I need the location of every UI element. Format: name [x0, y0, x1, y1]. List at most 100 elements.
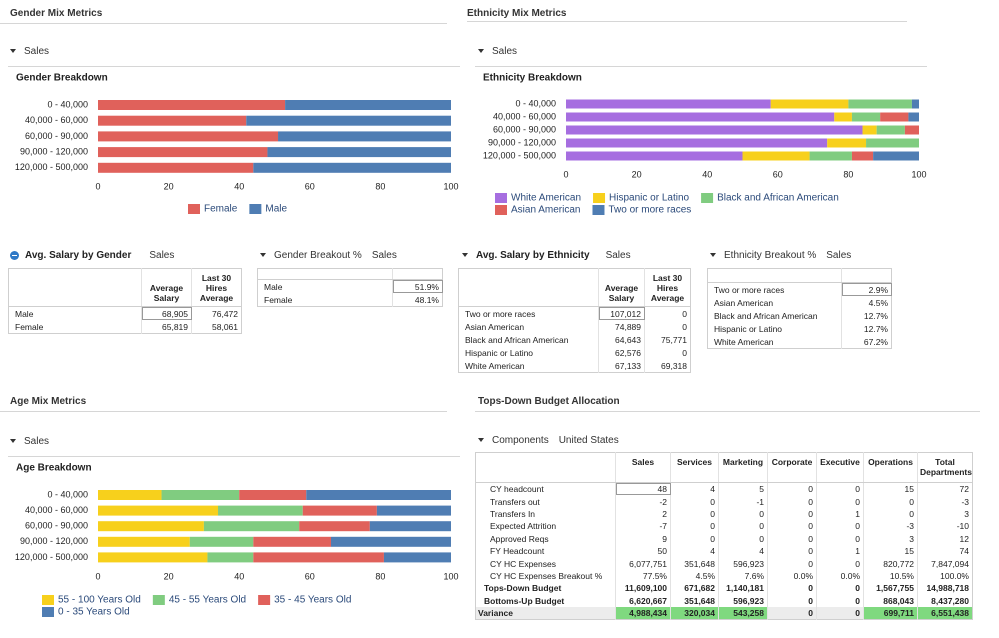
bar-segment	[834, 112, 852, 122]
table-cell: 4,988,434	[615, 606, 671, 620]
table-cell: 50	[615, 544, 671, 558]
legend-label: Black and African American	[717, 193, 839, 204]
table-row: Transfers out -2 0 -1 0 0 0 -3	[476, 495, 973, 508]
table-cell: 0	[644, 320, 691, 333]
header-row: Sales Services Marketing Corporate Executive…	[475, 452, 973, 483]
table-cell: 51.9%	[392, 279, 443, 293]
bar-segment	[862, 125, 877, 135]
table-cell: 0	[718, 532, 768, 545]
row-label: Approved Reqs	[490, 533, 549, 544]
table-cell: 62,576	[598, 346, 645, 359]
table-header[interactable]: Ethnicity Breakout % Sales	[710, 250, 851, 261]
bar-segment	[239, 490, 307, 500]
bar-segment	[98, 100, 286, 110]
table-cell: 0	[816, 606, 864, 620]
y-tick-label: 60,000 - 90,000	[493, 124, 556, 134]
column-header: Last 30 Hires Average	[644, 268, 691, 307]
table-cell: 65,819	[141, 320, 192, 334]
table-row: White American 67,133 69,318	[459, 359, 691, 373]
bar-segment	[908, 112, 919, 122]
table-row: Male 51.9%	[258, 279, 443, 293]
table-cell: 67.2%	[841, 335, 892, 349]
bar-segment	[253, 536, 331, 547]
table-filter: Sales	[605, 250, 631, 261]
collapsible-header[interactable]: Sales	[478, 46, 517, 57]
bar-segment	[253, 162, 451, 173]
table-cell: 8,437,280	[917, 594, 973, 607]
bar-segment	[161, 490, 240, 500]
x-tick-label: 20	[164, 181, 174, 191]
legend-swatch	[42, 607, 54, 617]
table-cell: 0	[816, 495, 864, 508]
table-cell: 4.5%	[841, 296, 892, 309]
table-cell: 6,551,438	[917, 606, 973, 620]
table-cell: 3	[863, 532, 918, 545]
bar-segment	[770, 99, 849, 109]
row-label: Expected Attrition	[490, 521, 557, 532]
table-header[interactable]: Avg. Salary by Gender Sales	[10, 250, 174, 261]
table-cell: 596,923	[718, 594, 768, 607]
bar-segment	[848, 99, 912, 109]
collapsible-header[interactable]: Sales	[10, 46, 49, 57]
data-table: Average Salary Last 30 Hires Average Two o…	[458, 268, 691, 373]
bar-segment	[306, 490, 451, 500]
budget-table: Sales Services Marketing Corporate Executive…	[475, 452, 973, 621]
table-cell: 0	[816, 582, 864, 595]
bar-segment	[278, 131, 451, 142]
section-rule	[467, 21, 907, 22]
column-header: Executive	[816, 452, 864, 483]
table-cell: 596,923	[718, 557, 768, 570]
bar-segment	[98, 490, 162, 500]
table-cell: 4	[670, 482, 719, 496]
y-tick-label: 60,000 - 90,000	[25, 521, 88, 531]
table-header[interactable]: Avg. Salary by Ethnicity Sales	[462, 250, 631, 261]
table-cell: 9	[615, 532, 671, 545]
section-rule	[8, 66, 460, 67]
table-row: Tops-Down Budget 11,609,100 671,682 1,140,1…	[476, 582, 973, 595]
table-row: Male 68,905 76,472	[9, 306, 242, 320]
data-table: Male 51.9% Female 48.1%	[257, 268, 443, 307]
table-row: White American 67.2%	[708, 335, 892, 349]
legend-label: Asian American	[511, 205, 580, 216]
header-row	[257, 268, 443, 280]
data-table: Two or more races 2.9% Asian American 4.5% B…	[707, 268, 892, 349]
table-cell: 10.5%	[863, 569, 918, 583]
chart-title: Age Breakdown	[16, 463, 92, 474]
table-cell: 4	[718, 544, 768, 558]
table-cell: 0	[816, 594, 864, 607]
table-header[interactable]: Gender Breakout % Sales	[260, 250, 397, 261]
table-row: Expected Attrition -7 0 0 0 0 -3 -10	[476, 520, 973, 533]
bar-segment	[566, 99, 771, 109]
row-label: Male	[15, 308, 34, 319]
y-tick-label: 90,000 - 120,000	[488, 137, 556, 147]
row-label: CY HC Expenses	[490, 558, 556, 569]
table-row: Black and African American 12.7%	[708, 309, 892, 322]
row-label: White American	[714, 336, 774, 347]
legend-label: 55 - 100 Years Old	[58, 595, 141, 606]
bar-segment	[383, 552, 451, 563]
table-cell: -2	[615, 495, 671, 508]
column-header: Operations	[863, 452, 918, 483]
x-tick-label: 100	[443, 571, 458, 581]
table-cell: 0	[670, 495, 719, 508]
bar-segment	[302, 505, 377, 516]
collapsible-header[interactable]: Sales	[10, 436, 49, 447]
table-row: FY Headcount 50 4 4 0 1 15 74	[476, 544, 973, 558]
table-row: Female 48.1%	[258, 293, 443, 307]
y-tick-label: 0 - 40,000	[47, 99, 88, 109]
table-cell: 76,472	[191, 306, 242, 320]
y-tick-label: 40,000 - 60,000	[25, 505, 88, 515]
table-cell: 351,648	[670, 594, 719, 607]
table-cell: 64,643	[598, 333, 645, 346]
x-tick-label: 80	[375, 571, 385, 581]
table-cell: 3	[917, 507, 973, 521]
x-tick-label: 0	[95, 571, 100, 581]
legend-swatch	[258, 595, 271, 605]
legend-label: Female	[204, 204, 238, 215]
table-cell: 1	[816, 544, 864, 558]
section-rule	[0, 23, 447, 24]
collapsible-header[interactable]: Components United States	[478, 435, 619, 446]
filter-label: Sales	[492, 46, 518, 57]
bar-segment	[299, 521, 370, 532]
